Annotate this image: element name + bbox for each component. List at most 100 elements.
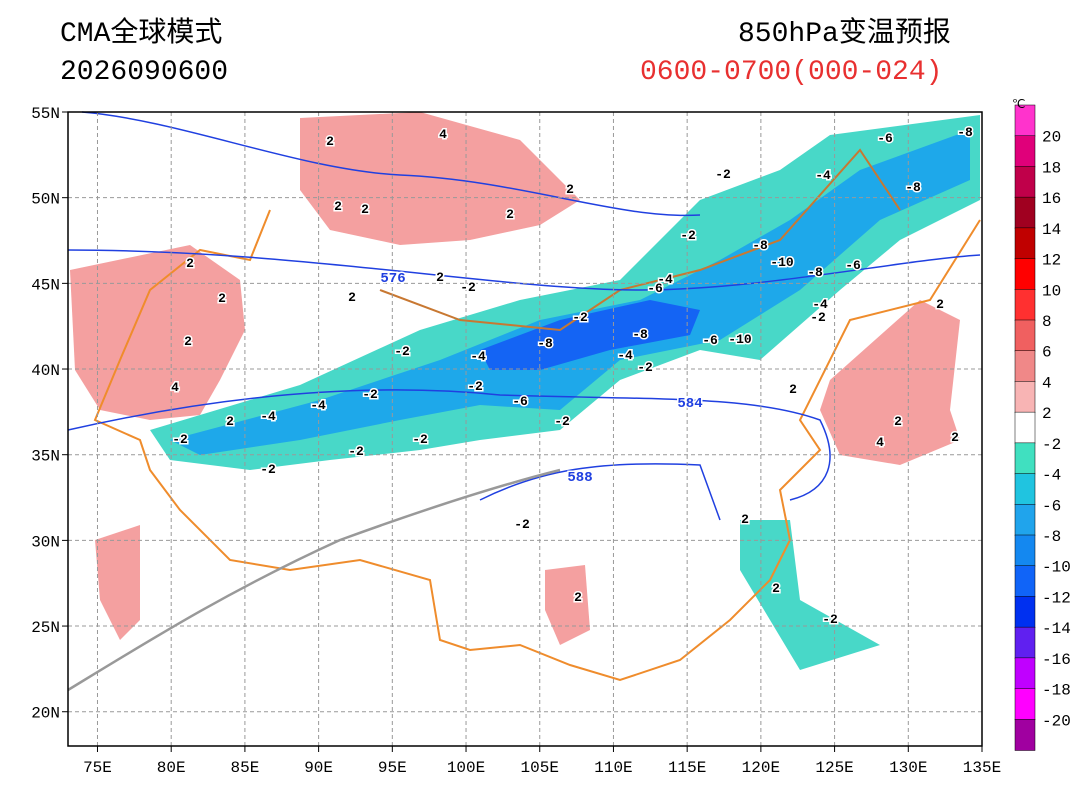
lon-tick-label: 100E (447, 759, 485, 777)
terrain (67, 468, 561, 692)
contour-label: -8 (807, 265, 823, 280)
lat-tick-label: 55N (31, 105, 60, 123)
lon-tick-label: 110E (594, 759, 632, 777)
contour-label: -8 (905, 180, 921, 195)
colorbar-swatch (1014, 688, 1036, 721)
lat-tick-label: 35N (31, 448, 60, 466)
contour-label: -2 (572, 310, 588, 325)
colorbar-swatch (1014, 473, 1036, 506)
contour-label: 4 (171, 380, 179, 395)
lat-tick-label: 25N (31, 619, 60, 637)
grid: 75E 80E 85E 90E 95E 100E 105E 110E 115E 120E 125E 1… (31, 105, 1001, 777)
contour-label: -6 (877, 131, 893, 146)
contour-label: -4 (815, 168, 831, 183)
colorbar-label: -2 (1042, 436, 1061, 454)
colorbar-swatch (1014, 626, 1036, 659)
contour-label: 4 (876, 435, 884, 450)
colorbar-swatch (1014, 565, 1036, 598)
lat-tick-label: 50N (31, 191, 60, 209)
colorbar-swatch (1014, 135, 1036, 168)
colorbar-unit: ℃ (1012, 98, 1025, 112)
frame (67, 111, 983, 747)
lon-tick-label: 95E (378, 759, 407, 777)
lon-tick-label: 135E (963, 759, 1001, 777)
contour-label: 2 (348, 290, 356, 305)
contour-label: 2 (789, 382, 797, 397)
colorbar-label: -4 (1042, 467, 1061, 485)
contour-label: -10 (728, 332, 752, 347)
colorbar-label: -12 (1042, 589, 1071, 607)
height-label: 588 (567, 470, 592, 486)
contour-label: -2 (412, 432, 428, 447)
lon-tick-label: 130E (889, 759, 927, 777)
forecast-period: 0600-0700(000-024) (640, 57, 943, 88)
colorbar-label: -18 (1042, 682, 1071, 700)
contour-label: -2 (460, 280, 476, 295)
contour-label: 2 (184, 334, 192, 349)
contour-label: -4 (657, 272, 673, 287)
lat-tick-label: 40N (31, 362, 60, 380)
colorbar-swatch (1014, 411, 1036, 444)
colorbar-swatch (1014, 719, 1036, 751)
contour-label: -6 (702, 333, 718, 348)
contour-label: -10 (770, 255, 794, 270)
colorbar-swatch (1014, 258, 1036, 291)
colorbar-swatch (1014, 657, 1036, 690)
colorbar-label: 6 (1042, 344, 1052, 362)
contour-label: -2 (260, 462, 276, 477)
contour-label: 2 (326, 134, 334, 149)
lon-tick-label: 80E (157, 759, 186, 777)
cool-area (740, 520, 880, 670)
lat-tick-label: 30N (31, 533, 60, 551)
colorbar-label: -20 (1042, 712, 1071, 730)
lat-tick-label: 45N (31, 276, 60, 294)
contour-label: 2 (361, 202, 369, 217)
contour-label: -6 (512, 394, 528, 409)
contour-label: 2 (226, 414, 234, 429)
warm-area (70, 245, 245, 420)
contour-label: -4 (260, 409, 276, 424)
colorbar: 20 18 16 14 12 10 8 6 4 2 -2 -4 -6 -8 -10 -12 -14 -16 -18 -… (1012, 98, 1071, 751)
height-label: 576 (380, 271, 405, 287)
lon-tick-label: 90E (304, 759, 333, 777)
colorbar-swatch (1014, 350, 1036, 383)
contour-label: 2 (334, 199, 342, 214)
height-contour (81, 111, 701, 217)
contour-label: -2 (637, 360, 653, 375)
colorbar-label: 4 (1042, 374, 1052, 392)
contour-label: 2 (894, 414, 902, 429)
contour-label: -2 (172, 432, 188, 447)
height-label: 584 (677, 396, 702, 412)
lon-tick-label: 120E (742, 759, 780, 777)
colorbar-label: 2 (1042, 405, 1052, 423)
contour-label: 2 (951, 430, 959, 445)
init-time: 2026090600 (60, 57, 229, 88)
lon-tick-label: 75E (83, 759, 112, 777)
contour-label: 2 (186, 256, 194, 271)
lon-tick-label: 125E (815, 759, 853, 777)
contour-label: -2 (554, 414, 570, 429)
contour-label: -4 (617, 348, 633, 363)
colorbar-label: 14 (1042, 221, 1061, 239)
cold-area (170, 130, 970, 455)
colorbar-swatch (1014, 442, 1036, 475)
colorbar-label: -16 (1042, 651, 1071, 669)
colorbar-swatch (1014, 319, 1036, 352)
colorbar-label: 20 (1042, 129, 1061, 147)
contour-label: 2 (772, 581, 780, 596)
contour-label: 4 (439, 127, 447, 142)
warm-area (95, 525, 140, 640)
lon-tick-label: 115E (668, 759, 706, 777)
border (93, 209, 981, 682)
contour-label: 2 (218, 291, 226, 306)
colorbar-label: -14 (1042, 620, 1071, 638)
product-name: 850hPa变温预报 (738, 19, 951, 50)
contour-label: -2 (822, 612, 838, 627)
colorbar-label: 16 (1042, 190, 1061, 208)
height-contour (67, 389, 831, 501)
colorbar-label: -10 (1042, 559, 1071, 577)
contour-label: -6 (845, 258, 861, 273)
colorbar-swatch (1014, 289, 1036, 321)
lon-tick-label: 85E (230, 759, 259, 777)
